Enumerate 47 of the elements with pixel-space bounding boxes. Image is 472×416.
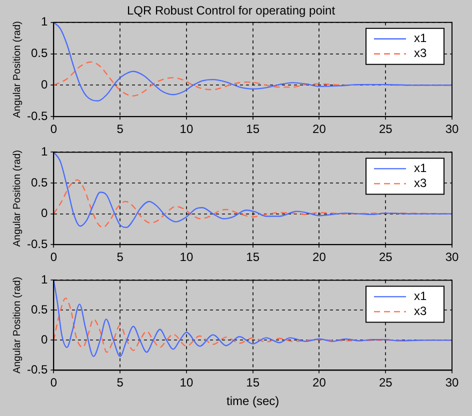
line-series <box>54 22 452 102</box>
y-tick-label: 0 <box>40 78 48 92</box>
x-tick-label: 5 <box>116 376 124 390</box>
x-tick-label: 0 <box>50 376 58 390</box>
x-tick-label: 10 <box>180 376 194 390</box>
y-tick-label: -0.5 <box>26 362 48 377</box>
legend-label: x1 <box>414 161 427 176</box>
x-tick-label: 30 <box>445 122 459 136</box>
x-axis-title: time (sec) <box>226 394 280 408</box>
legend-label: x3 <box>414 46 427 60</box>
y-tick-label: 1 <box>40 144 48 159</box>
x-tick-label: 0 <box>50 250 58 264</box>
x-tick-label: 5 <box>116 250 124 264</box>
y-axis-title: Angular Position (rad) <box>12 150 23 247</box>
x-tick-label: 30 <box>445 250 459 264</box>
y-tick-label: 0 <box>40 332 48 347</box>
x-tick-label: 10 <box>180 122 194 136</box>
x-tick-label: 5 <box>116 122 124 136</box>
x-tick-label: 10 <box>180 250 194 264</box>
x-tick-label: 15 <box>246 250 260 264</box>
y-tick-label: 1 <box>40 14 48 29</box>
x-tick-label: 0 <box>50 122 58 136</box>
y-tick-label: -0.5 <box>26 236 48 251</box>
y-tick-label: -0.5 <box>26 108 48 123</box>
x-tick-label: 25 <box>378 122 393 136</box>
y-tick-label: 1 <box>40 272 48 287</box>
y-tick-label: 0.5 <box>30 175 48 190</box>
y-axis-title: Angular Position (rad) <box>12 276 23 374</box>
y-tick-label: 0.5 <box>30 46 48 60</box>
x-tick-label: 15 <box>246 376 260 390</box>
legend-label: x1 <box>414 289 427 304</box>
y-axis-title: Angular Position (rad) <box>12 21 23 118</box>
x-tick-label: 30 <box>445 376 459 390</box>
legend-label: x1 <box>414 31 427 46</box>
legend-label: x3 <box>414 304 427 318</box>
x-tick-label: 25 <box>378 250 393 264</box>
x-tick-label: 20 <box>312 376 326 390</box>
x-tick-label: 20 <box>312 250 326 264</box>
line-series <box>54 280 452 357</box>
y-tick-label: 0 <box>40 206 48 220</box>
x-tick-label: 20 <box>312 122 326 136</box>
x-tick-label: 15 <box>246 122 260 136</box>
chart-title: LQR Robust Control for operating point <box>126 4 336 18</box>
x-tick-label: 25 <box>378 376 393 390</box>
legend-label: x3 <box>414 176 427 190</box>
line-series <box>54 152 452 228</box>
y-tick-label: 0.5 <box>30 302 48 317</box>
